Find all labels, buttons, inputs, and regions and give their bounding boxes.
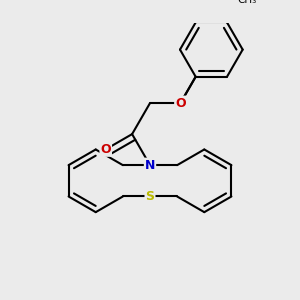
Text: CH₃: CH₃ — [238, 0, 257, 5]
Text: O: O — [175, 97, 186, 110]
Text: S: S — [146, 190, 154, 203]
Text: O: O — [100, 143, 111, 156]
Text: N: N — [145, 159, 155, 172]
